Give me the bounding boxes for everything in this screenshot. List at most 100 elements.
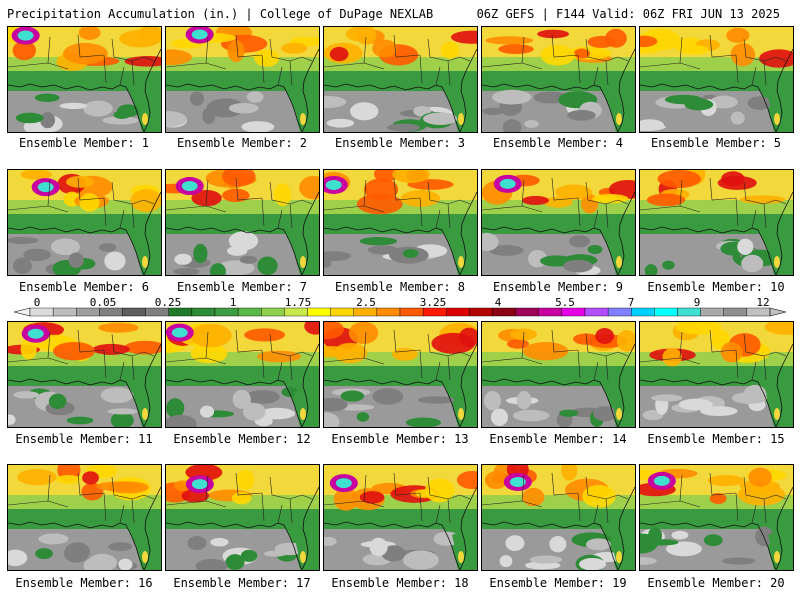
ensemble-member-label: Ensemble Member: 4 [492,136,624,150]
scale-swatch [284,307,308,317]
scale-swatch [422,307,447,317]
precipitation-map [166,27,319,132]
scale-swatch [168,307,193,317]
scale-swatch [99,307,123,317]
scale-tick-label: 5.5 [555,296,575,309]
scale-tick-label: 1.75 [284,296,312,309]
precipitation-map [640,170,793,275]
ensemble-member-panel [7,464,162,571]
ensemble-member-label: Ensemble Member: 9 [492,280,624,294]
ensemble-member-label: Ensemble Member: 12 [173,432,311,446]
ensemble-member-label: Ensemble Member: 3 [334,136,466,150]
scale-swatch [353,307,378,317]
ensemble-member-label: Ensemble Member: 8 [334,280,466,294]
ensemble-member-label: Ensemble Member: 17 [173,576,311,590]
ensemble-member-panel [639,321,794,428]
scale-swatch [723,307,748,317]
scale-swatch [654,307,678,317]
scale-tick-label: 12 [756,296,770,309]
scale-tick-label: 0.05 [89,296,117,309]
scale-tick-label: 9 [693,296,701,309]
ensemble-member-label: Ensemble Member: 7 [176,280,308,294]
map-header: Precipitation Accumulation (in.) | Colle… [0,0,800,26]
scale-swatch [561,307,586,317]
ensemble-member-panel [481,321,636,428]
scale-swatch [261,307,285,317]
color-scale-bar [13,307,787,317]
scale-arrow-low [13,307,31,317]
scale-swatch [515,307,539,317]
precipitation-map [640,27,793,132]
ensemble-member-label: Ensemble Member: 18 [331,576,469,590]
map-title: Precipitation Accumulation (in.) | Colle… [7,7,434,21]
ensemble-member-panel [165,464,320,571]
scale-swatch [307,307,331,317]
ensemble-member-label: Ensemble Member: 14 [489,432,627,446]
scale-tick-label: 1 [229,296,237,309]
ensemble-member-panel [7,26,162,133]
ensemble-member-label: Ensemble Member: 2 [176,136,308,150]
scale-swatch [145,307,169,317]
precipitation-map [482,322,635,427]
scale-swatch [700,307,724,317]
scale-swatch [446,307,470,317]
precipitation-map [482,27,635,132]
ensemble-member-panel [323,464,478,571]
ensemble-member-panel [481,26,636,133]
ensemble-member-panel [323,169,478,276]
precipitation-map [324,465,477,570]
ensemble-member-label: Ensemble Member: 5 [650,136,782,150]
ensemble-member-label: Ensemble Member: 6 [18,280,150,294]
ensemble-member-panel [639,464,794,571]
precipitation-map [324,322,477,427]
scale-swatch [237,307,262,317]
scale-swatch [191,307,216,317]
precipitation-map [482,170,635,275]
ensemble-member-label: Ensemble Member: 13 [331,432,469,446]
ensemble-member-panel [481,464,636,571]
precipitation-map [166,170,319,275]
scale-swatch [538,307,563,317]
precipitation-map [640,322,793,427]
precipitation-map [8,170,161,275]
scale-swatch [607,307,632,317]
scale-swatch [214,307,239,317]
ensemble-member-label: Ensemble Member: 19 [489,576,627,590]
scale-tick-label: 0.25 [154,296,182,309]
precipitation-map [166,322,319,427]
precipitation-map [166,465,319,570]
ensemble-member-label: Ensemble Member: 20 [647,576,785,590]
ensemble-member-panel [165,169,320,276]
ensemble-member-panel [323,321,478,428]
ensemble-member-panel [7,321,162,428]
ensemble-member-panel [165,26,320,133]
model-run-info: 06Z GEFS | F144 Valid: 06Z FRI JUN 13 20… [476,7,780,21]
ensemble-member-label: Ensemble Member: 1 [18,136,150,150]
precipitation-map [482,465,635,570]
scale-swatch [330,307,354,317]
ensemble-member-panel [481,169,636,276]
scale-swatch [631,307,655,317]
ensemble-member-panel [165,321,320,428]
scale-tick-label: 0 [33,296,41,309]
scale-swatch [746,307,771,317]
scale-tick-label: 7 [627,296,635,309]
scale-swatch [399,307,424,317]
ensemble-member-label: Ensemble Member: 15 [647,432,785,446]
ensemble-member-panel [323,26,478,133]
scale-swatch [376,307,401,317]
scale-swatch [29,307,54,317]
ensemble-member-panel [639,26,794,133]
scale-swatch [52,307,77,317]
scale-swatch [492,307,516,317]
ensemble-member-panel [7,169,162,276]
scale-tick-label: 3.25 [419,296,447,309]
scale-tick-label: 2.5 [356,296,376,309]
precipitation-map [8,27,161,132]
scale-swatch [122,307,146,317]
scale-swatch [469,307,493,317]
precipitation-map [324,27,477,132]
precipitation-map [8,465,161,570]
scale-swatch [76,307,100,317]
ensemble-member-label: Ensemble Member: 10 [647,280,785,294]
